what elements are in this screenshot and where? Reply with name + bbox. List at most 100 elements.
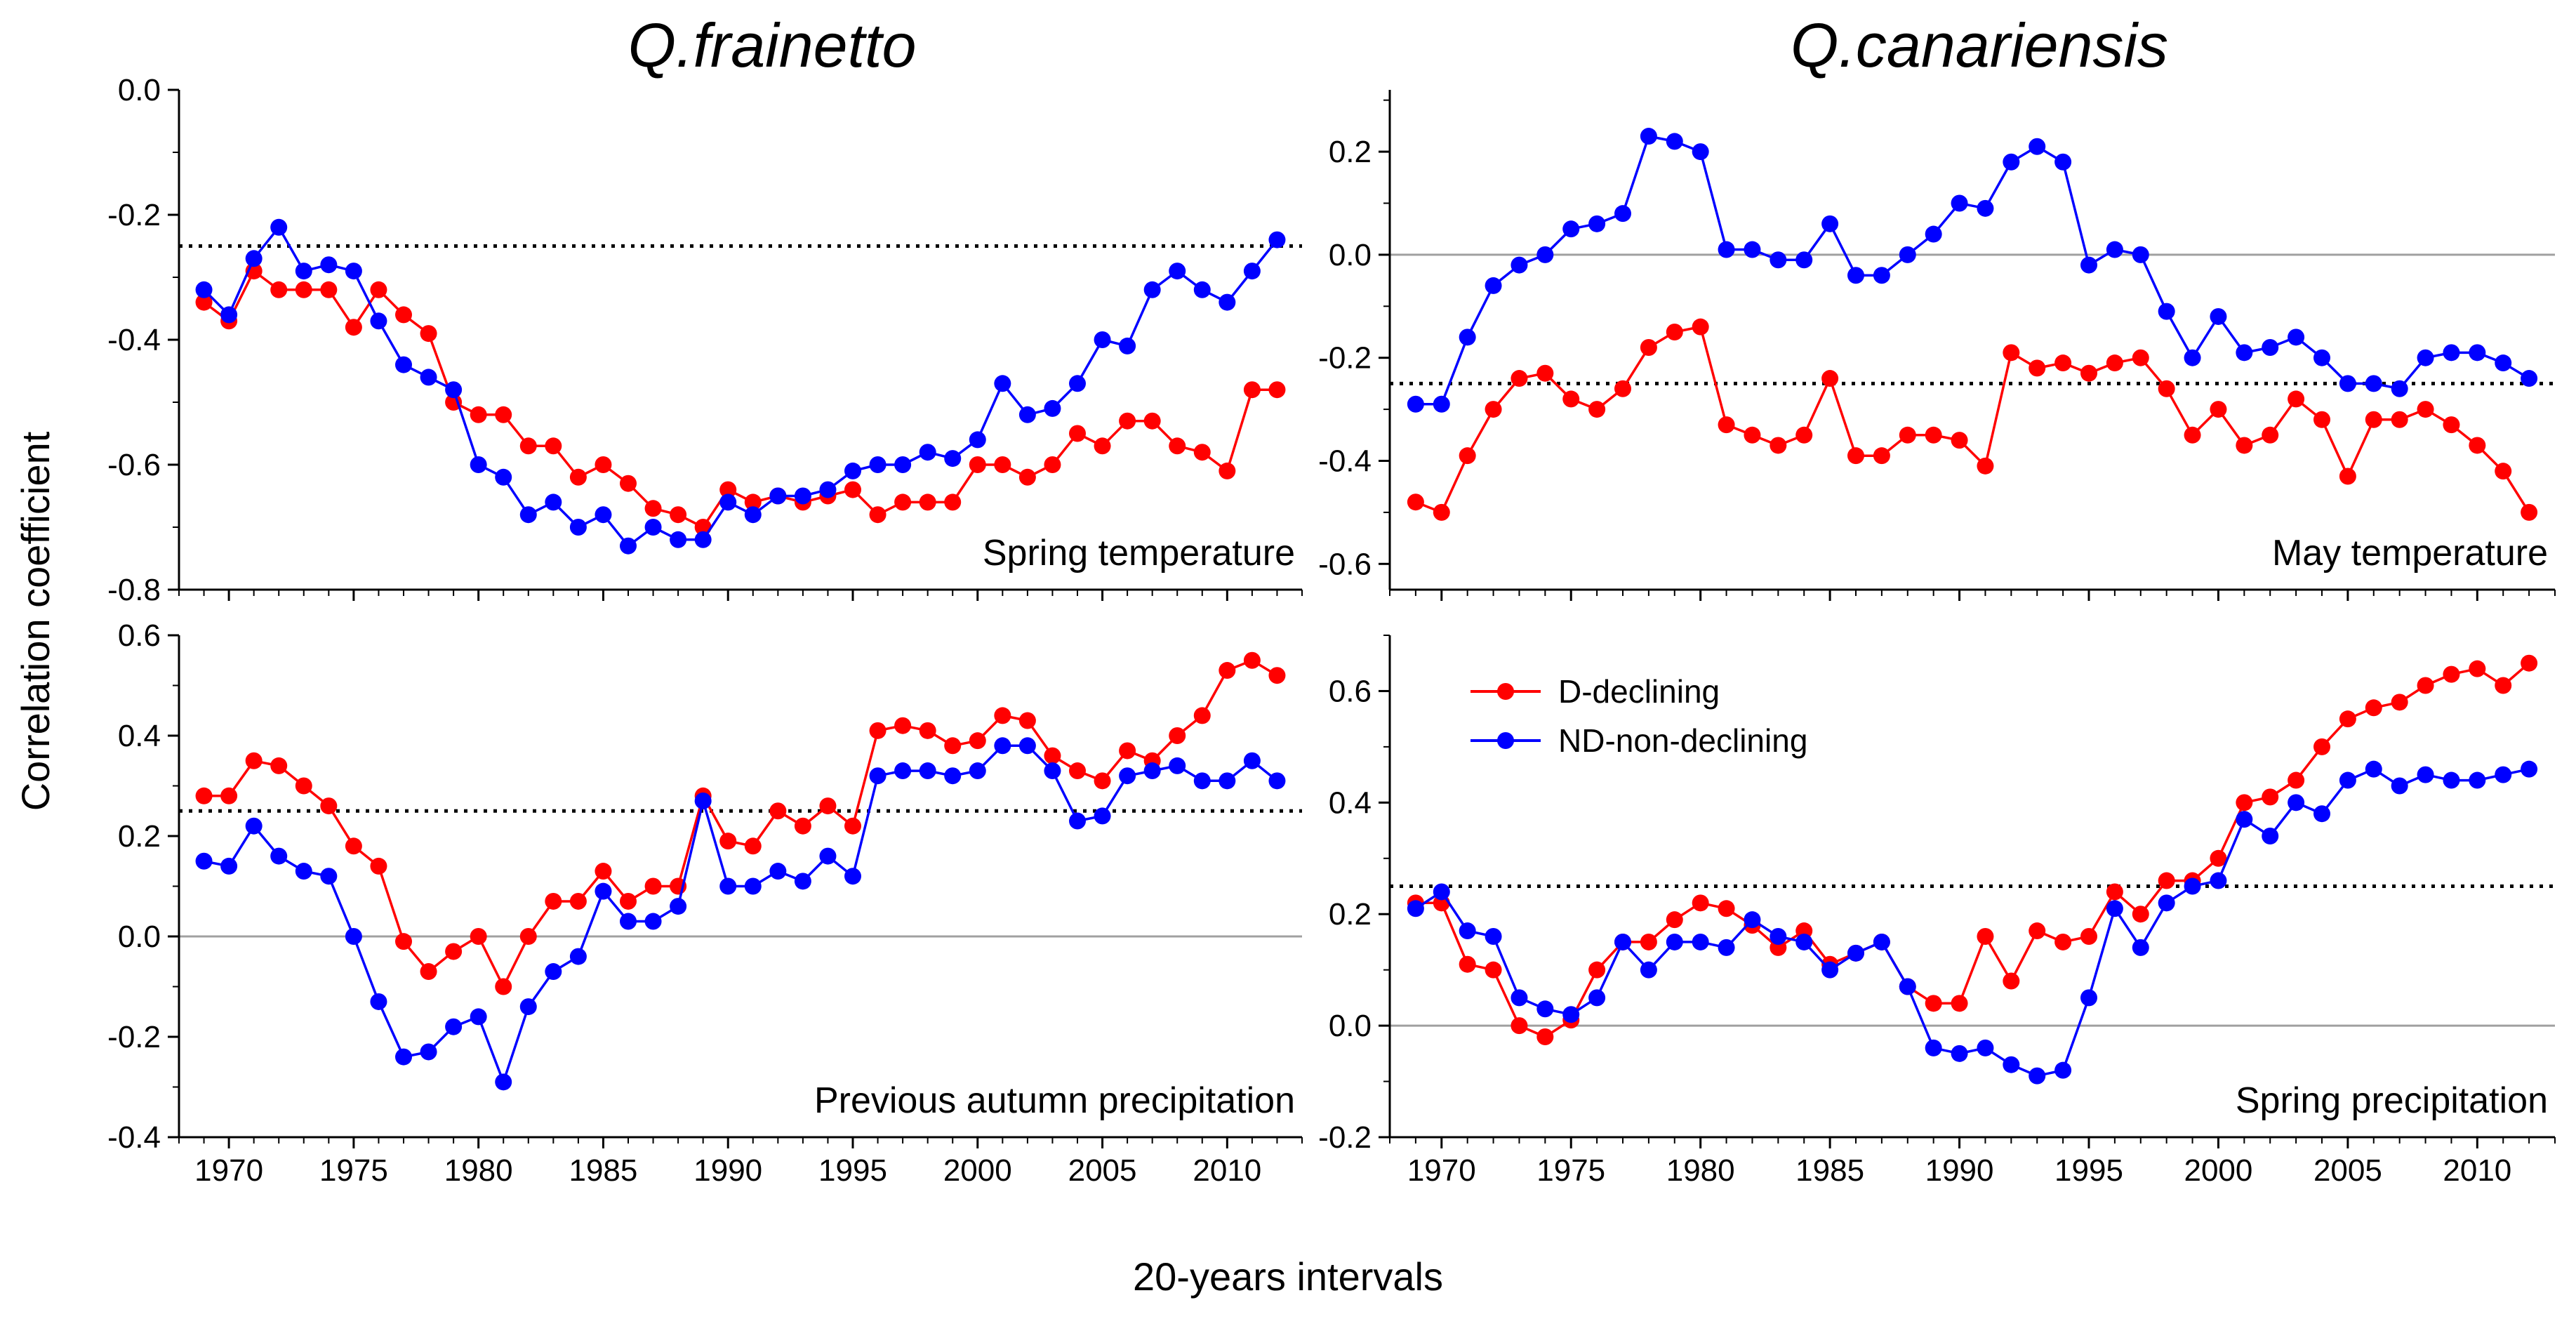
column-title-right: Q.canariensis — [1791, 11, 2168, 80]
data-point-d-declining — [519, 928, 537, 945]
data-point-d-declining — [445, 943, 463, 960]
column-title-left: Q.frainetto — [628, 11, 917, 80]
data-point-nd-non-declining — [969, 762, 986, 780]
y-tick-label: -0.2 — [1318, 1120, 1372, 1155]
data-point-nd-non-declining — [220, 857, 238, 875]
data-point-d-declining — [420, 963, 437, 981]
data-point-nd-non-declining — [1847, 267, 1864, 284]
y-tick-label: 0.2 — [1329, 135, 1372, 169]
data-point-d-declining — [2080, 364, 2097, 382]
data-point-d-declining — [395, 306, 412, 324]
legend-marker-non-declining — [1497, 732, 1514, 749]
data-point-d-declining — [1666, 911, 1683, 929]
data-point-nd-non-declining — [395, 1048, 412, 1066]
data-point-nd-non-declining — [1847, 944, 1864, 962]
series-line-d-declining — [203, 270, 1277, 529]
data-point-d-declining — [1977, 928, 1994, 945]
data-point-nd-non-declining — [994, 737, 1011, 755]
data-point-nd-non-declining — [370, 993, 387, 1010]
data-point-d-declining — [2339, 468, 2356, 485]
data-point-nd-non-declining — [2106, 900, 2123, 917]
data-point-d-declining — [919, 493, 936, 511]
data-point-nd-non-declining — [2313, 349, 2330, 366]
data-point-nd-non-declining — [1666, 133, 1683, 150]
data-point-nd-non-declining — [2391, 777, 2408, 795]
data-point-nd-non-declining — [869, 767, 887, 785]
data-point-d-declining — [1925, 426, 1942, 444]
data-point-nd-non-declining — [1562, 220, 1580, 238]
data-point-nd-non-declining — [2339, 375, 2356, 392]
data-point-nd-non-declining — [869, 456, 887, 473]
data-point-d-declining — [1094, 437, 1111, 455]
data-point-nd-non-declining — [345, 263, 362, 280]
y-tick-label: 0.0 — [118, 73, 161, 107]
data-point-nd-non-declining — [2288, 329, 2305, 346]
data-point-nd-non-declining — [1692, 143, 1709, 161]
data-point-d-declining — [1169, 437, 1186, 455]
data-point-nd-non-declining — [1640, 961, 1657, 979]
data-point-nd-non-declining — [844, 868, 861, 885]
data-point-nd-non-declining — [1795, 251, 1813, 269]
data-point-nd-non-declining — [944, 450, 962, 468]
data-point-d-declining — [1143, 412, 1161, 430]
data-point-d-declining — [844, 481, 861, 498]
chart-panel-spring-precipitation: -0.2 0.0 0.2 0.4 0.6 1970 1975 1980 1985 1990 1995… — [1318, 635, 2556, 1188]
x-tick-label: 1985 — [569, 1153, 637, 1188]
data-point-d-declining — [2184, 426, 2201, 444]
data-point-d-declining — [944, 737, 962, 755]
chart-panel-spring-temperature: -0.8 -0.6 -0.4 -0.2 0.0 Spring temperature — [107, 73, 1303, 607]
data-point-d-declining — [2262, 788, 2279, 806]
data-point-d-declining — [744, 493, 762, 511]
data-point-nd-non-declining — [1744, 911, 1761, 929]
data-point-nd-non-declining — [919, 762, 936, 780]
data-point-d-declining — [1770, 437, 1787, 454]
panel-label: Spring precipitation — [2236, 1080, 2548, 1121]
data-point-nd-non-declining — [1795, 933, 1813, 950]
data-point-nd-non-declining — [420, 369, 437, 386]
data-point-nd-non-declining — [1873, 267, 1890, 284]
data-point-nd-non-declining — [2495, 766, 2512, 783]
series-line-nd-non-declining — [203, 226, 1278, 548]
data-point-d-declining — [545, 437, 562, 455]
data-point-nd-non-declining — [670, 898, 687, 915]
data-point-nd-non-declining — [1169, 757, 1186, 774]
data-point-d-declining — [819, 797, 837, 815]
data-point-d-declining — [1193, 707, 1211, 724]
data-point-d-declining — [1219, 462, 1236, 479]
data-point-d-declining — [894, 493, 912, 511]
data-point-nd-non-declining — [1119, 337, 1136, 354]
x-axis-title: 20-years intervals — [1133, 1254, 1443, 1299]
data-point-nd-non-declining — [1511, 989, 1528, 1007]
data-point-d-declining — [2495, 677, 2512, 694]
data-point-d-declining — [320, 281, 338, 298]
data-point-nd-non-declining — [2262, 828, 2279, 844]
y-tick-label: 0.0 — [1329, 238, 1372, 272]
data-point-d-declining — [2313, 411, 2330, 428]
data-point-d-declining — [1069, 425, 1086, 442]
data-point-d-declining — [2417, 401, 2434, 418]
data-point-nd-non-declining — [670, 531, 687, 548]
data-point-d-declining — [220, 787, 238, 804]
data-point-nd-non-declining — [1219, 772, 1236, 790]
data-point-d-declining — [1951, 995, 1968, 1012]
data-point-d-declining — [1640, 339, 1657, 357]
data-point-d-declining — [195, 293, 213, 311]
data-point-nd-non-declining — [1069, 375, 1086, 392]
data-point-nd-non-declining — [445, 381, 463, 399]
data-point-d-declining — [1459, 447, 1476, 465]
y-tick-label: -0.6 — [1318, 547, 1372, 581]
data-point-d-declining — [1407, 493, 1424, 511]
data-point-d-declining — [1433, 503, 1450, 521]
data-point-d-declining — [2469, 660, 2486, 677]
y-tick-label: -0.4 — [107, 323, 161, 357]
data-point-nd-non-declining — [1977, 1039, 1994, 1056]
chart-panel-previous-autumn-precipitation: -0.4 -0.2 0.0 0.2 0.4 0.6 1970 1975 1980 1985 1990… — [107, 618, 1303, 1188]
data-point-d-declining — [420, 325, 437, 343]
data-point-nd-non-declining — [1459, 922, 1476, 940]
data-point-d-declining — [1614, 380, 1631, 397]
data-point-d-declining — [769, 802, 787, 820]
data-point-nd-non-declining — [2365, 760, 2382, 778]
data-point-d-declining — [1744, 426, 1761, 444]
data-point-d-declining — [370, 281, 387, 298]
